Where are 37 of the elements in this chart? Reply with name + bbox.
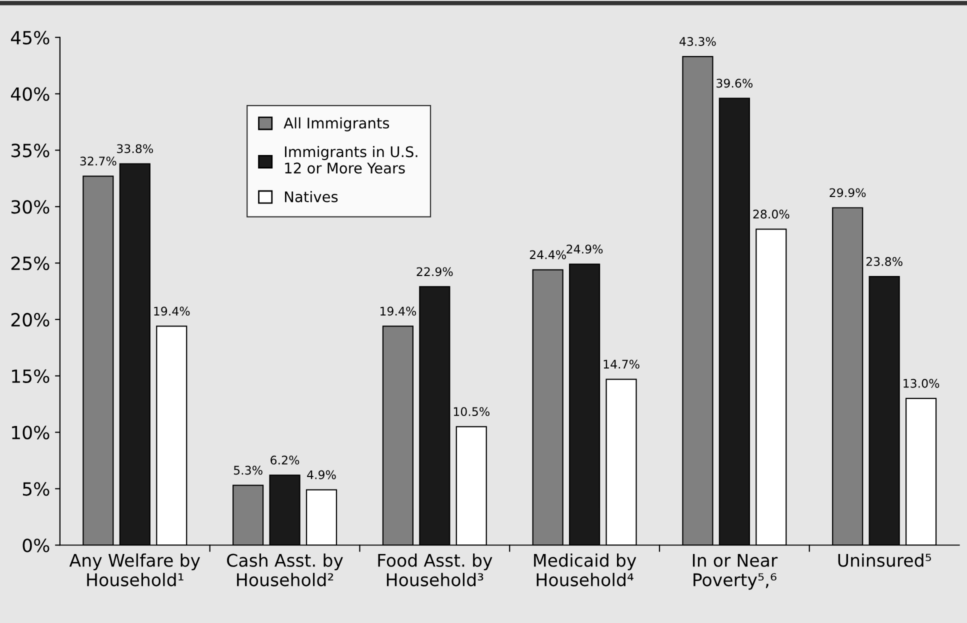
y-tick-label: 35%	[11, 144, 50, 158]
data-label: 28.0%	[753, 210, 790, 219]
legend-label: All Immigrants	[284, 117, 390, 132]
y-tick-label: 0%	[22, 538, 50, 552]
legend-label: Immigrants in U.S. 12 or More Years	[284, 146, 418, 174]
y-tick-label: 40%	[10, 87, 50, 101]
y-tick-label: 25%	[11, 256, 50, 270]
data-label: 29.9%	[830, 188, 866, 198]
data-label: 13.0%	[904, 378, 940, 388]
data-label: 14.7%	[604, 360, 640, 369]
data-label: 43.3%	[680, 37, 716, 46]
data-label: 24.4%	[530, 250, 566, 260]
data-label: 19.4%	[380, 306, 416, 316]
data-label: 10.5%	[454, 407, 490, 416]
data-label: 22.9%	[416, 267, 453, 276]
x-tick-label: Uninsured⁵	[838, 553, 931, 567]
data-label: 19.4%	[154, 306, 190, 316]
data-label: 39.6%	[716, 78, 753, 88]
x-tick-label: Cash Asst. by Household²	[227, 553, 343, 586]
y-tick-label: 5%	[22, 482, 50, 496]
x-tick-label: In or Near Poverty⁵,⁶	[692, 554, 778, 590]
data-label: 23.8%	[866, 257, 902, 266]
data-label: 4.9%	[307, 470, 336, 480]
y-tick-label: 15%	[12, 369, 50, 383]
data-label: 5.3%	[234, 466, 262, 475]
y-tick-label: 20%	[11, 312, 50, 327]
x-tick-label: Any Welfare by Household¹	[69, 553, 200, 586]
data-label: 24.9%	[566, 244, 603, 254]
y-tick-label: 45%	[10, 30, 50, 44]
data-label: 32.7%	[80, 156, 116, 166]
legend-label: Natives	[284, 190, 338, 202]
y-tick-label: 10%	[12, 426, 50, 440]
x-tick-label: Food Asst. by Household³	[378, 553, 492, 586]
x-tick-label: Medicaid by Household⁴	[534, 553, 636, 586]
y-tick-label: 30%	[11, 200, 50, 214]
data-label: 6.2%	[270, 456, 300, 465]
data-label: 33.8%	[117, 144, 153, 154]
